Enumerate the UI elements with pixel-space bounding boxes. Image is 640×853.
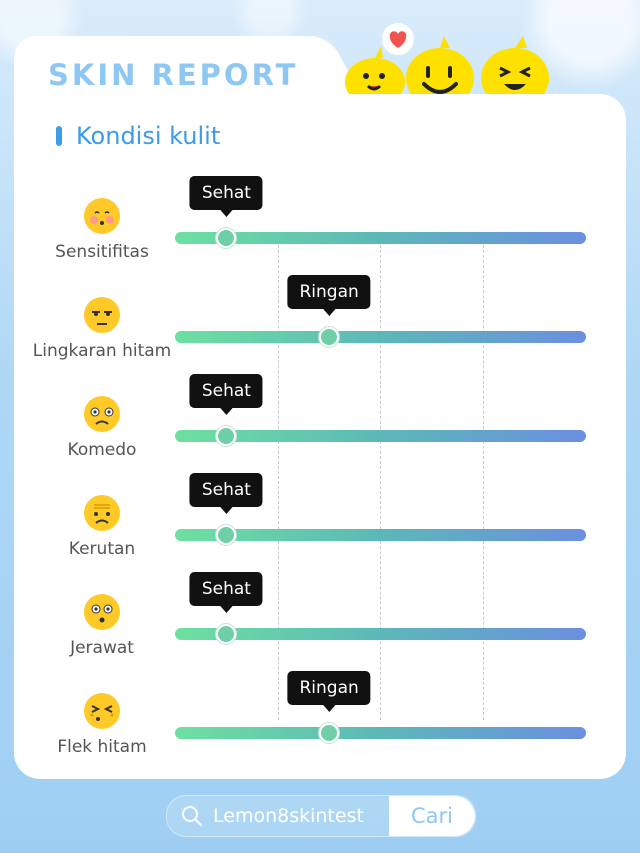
lemon-mascot-icon — [481, 36, 549, 100]
lemon-mascot-icon — [345, 46, 405, 100]
section-header: Kondisi kulit — [56, 122, 220, 150]
section-title: Kondisi kulit — [76, 122, 221, 150]
search-button[interactable]: Cari — [389, 796, 475, 836]
heart-bubble-icon — [382, 23, 414, 55]
section-marker — [56, 126, 62, 146]
search-icon — [182, 806, 202, 826]
report-title: SKIN REPORT — [48, 58, 299, 92]
skin-report-card — [14, 94, 626, 779]
search-field[interactable]: Lemon8skintest — [167, 796, 389, 836]
search-text: Lemon8skintest — [213, 805, 364, 827]
lemon-mascot-icon — [406, 36, 474, 100]
search-bar[interactable]: Lemon8skintest Cari — [166, 795, 476, 837]
lemon-mascots — [345, 23, 549, 100]
